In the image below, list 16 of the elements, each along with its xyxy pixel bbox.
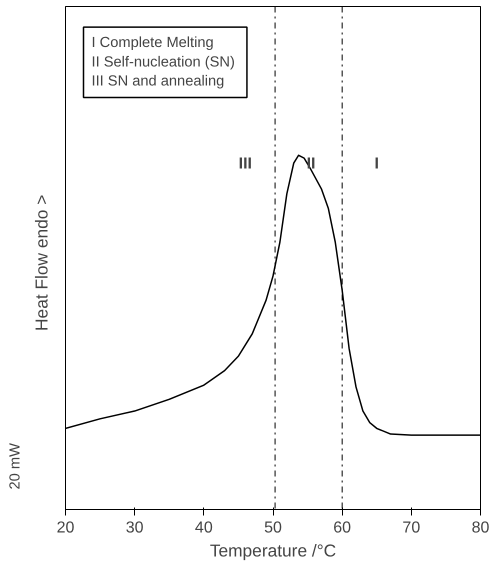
text: 20 mW: [8, 442, 24, 490]
x-tick-label: 50: [264, 520, 282, 536]
text: I Complete Melting: [92, 35, 214, 52]
annotation: II: [306, 155, 316, 172]
y-axis-title: Heat Flow endo >: [32, 194, 52, 331]
x-tick-label: 70: [402, 520, 420, 536]
x-tick-label: 20: [56, 520, 74, 536]
text: II Self-nucleation (SN): [92, 54, 235, 70]
x-tick-label: 30: [126, 520, 144, 536]
x-tick-label: 80: [472, 520, 490, 536]
x-tick-label: 60: [333, 520, 352, 536]
x-tick-label: 40: [194, 520, 213, 536]
text: III SN and annealing: [92, 74, 224, 90]
annotation: I: [374, 155, 379, 172]
annotation: III: [238, 155, 252, 172]
x-axis-title: Temperature /°C: [210, 540, 336, 560]
